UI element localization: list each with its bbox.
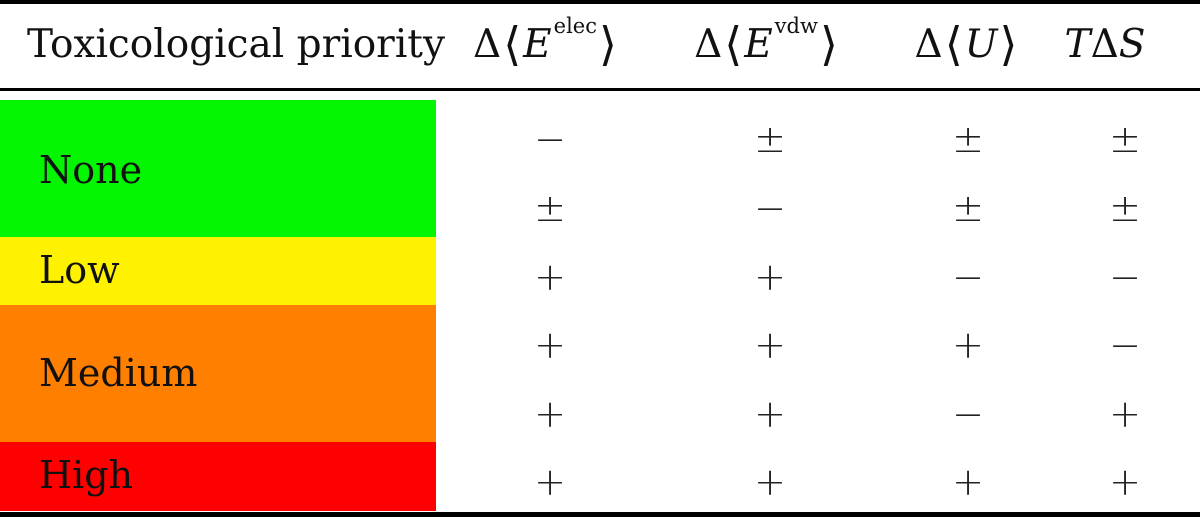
priority-label-none: None — [39, 148, 143, 192]
sign-cell: − — [952, 392, 984, 436]
left-angle-bracket: ⟨ — [944, 17, 963, 71]
sign-cell: − — [952, 255, 984, 299]
sign-cell: ± — [952, 186, 984, 230]
electrostatic-superscript: elec — [553, 14, 597, 38]
priority-label-medium: Medium — [39, 351, 198, 395]
sign-cell: − — [1109, 323, 1141, 367]
right-angle-bracket: ⟩ — [999, 17, 1018, 71]
sign-cell: − — [534, 117, 566, 161]
sign-cell: + — [754, 255, 786, 299]
left-angle-bracket: ⟨ — [503, 17, 522, 71]
right-angle-bracket: ⟩ — [599, 17, 617, 71]
sign-cell: ± — [534, 186, 566, 230]
entropy-symbol: S — [1118, 21, 1146, 67]
sign-cell: ± — [1109, 117, 1141, 161]
sign-cell: + — [754, 392, 786, 436]
temperature-symbol: T — [1064, 21, 1091, 67]
sign-cell: + — [754, 323, 786, 367]
priority-band-high — [0, 442, 436, 511]
sign-cell: − — [754, 186, 786, 230]
priority-band-low — [0, 237, 436, 305]
sign-cell: + — [1109, 460, 1141, 504]
priority-label-high: High — [39, 453, 134, 497]
energy-symbol: E — [744, 21, 773, 67]
priority-band-none — [0, 100, 436, 237]
sign-cell: + — [1109, 392, 1141, 436]
vdw-superscript: vdw — [774, 14, 818, 38]
delta-symbol: Δ — [914, 21, 943, 67]
header-delta-internal-energy: Δ ⟨ U ⟩ — [872, 12, 1062, 76]
sign-cell: + — [534, 392, 566, 436]
table-header-rule — [0, 88, 1200, 91]
sign-cell: − — [1109, 255, 1141, 299]
header-delta-vdw-energy: Δ ⟨ E vdw ⟩ — [672, 12, 862, 76]
delta-symbol: Δ — [1090, 21, 1119, 67]
header-delta-electrostatic-energy: Δ ⟨ E elec ⟩ — [451, 12, 641, 76]
sign-cell: ± — [952, 117, 984, 161]
delta-symbol: Δ — [694, 21, 723, 67]
right-angle-bracket: ⟩ — [819, 17, 838, 71]
header-toxicological-priority: Toxicological priority — [27, 21, 445, 67]
sign-cell: ± — [1109, 186, 1141, 230]
sign-cell: + — [754, 460, 786, 504]
sign-cell: + — [534, 323, 566, 367]
delta-symbol: Δ — [473, 21, 502, 67]
energy-symbol: E — [523, 21, 552, 67]
priority-label-low: Low — [39, 248, 120, 292]
sign-cell: + — [534, 255, 566, 299]
sign-cell: + — [952, 323, 984, 367]
left-angle-bracket: ⟨ — [724, 17, 743, 71]
table-top-rule — [0, 0, 1200, 4]
sign-cell: + — [952, 460, 984, 504]
priority-band-medium — [0, 305, 436, 442]
sign-cell: + — [534, 460, 566, 504]
internal-energy-symbol: U — [964, 21, 998, 67]
table-bottom-rule — [0, 512, 1200, 517]
sign-cell: ± — [754, 117, 786, 161]
header-temperature-delta-entropy: T Δ S — [1030, 12, 1180, 76]
